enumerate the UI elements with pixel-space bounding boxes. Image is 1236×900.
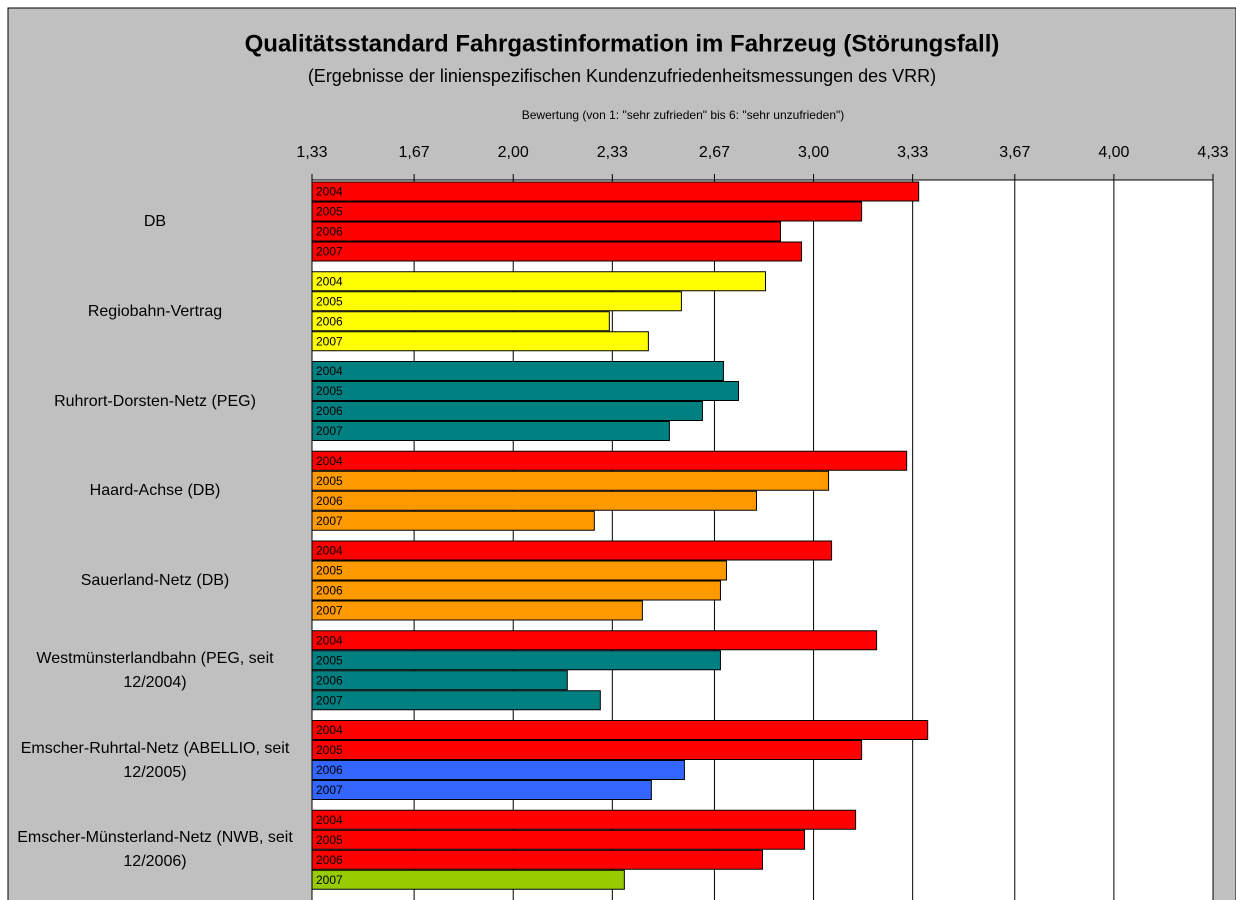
bar-label: 2004	[316, 364, 343, 378]
bar	[311, 421, 670, 441]
bar-label: 2004	[316, 723, 343, 737]
bar	[311, 809, 857, 830]
category-label: Regiobahn-Vertrag	[87, 302, 223, 320]
x-tick-label: 4,33	[1197, 144, 1228, 161]
bar	[311, 510, 595, 531]
chart-title: Qualitätsstandard Fahrgastinformation im…	[245, 30, 1000, 57]
bar	[311, 181, 920, 202]
bar	[311, 740, 863, 760]
category-label: Westmünsterlandbahn (PEG, seit 12/2004)	[36, 649, 274, 691]
bar-label: 2005	[316, 294, 343, 308]
bar	[311, 869, 625, 890]
x-tick-label: 2,33	[597, 144, 628, 161]
bar-label: 2005	[316, 833, 343, 847]
bar	[311, 401, 703, 421]
bar-label: 2005	[316, 564, 343, 578]
bar	[311, 760, 685, 780]
bar-label: 2006	[316, 404, 343, 418]
bar-label: 2007	[316, 693, 343, 707]
bar	[311, 780, 652, 800]
bar-label: 2005	[316, 384, 343, 398]
bar	[311, 690, 601, 711]
bar	[311, 470, 830, 491]
bar	[311, 650, 721, 671]
bar	[311, 600, 643, 621]
category-label: Emscher-Ruhrtal-Netz (ABELLIO, seit 12/2…	[20, 739, 290, 781]
x-tick-label: 3,33	[897, 144, 928, 161]
bar	[311, 201, 863, 222]
bar	[311, 490, 757, 511]
bar	[311, 271, 767, 292]
bar	[311, 241, 803, 262]
bar	[311, 450, 908, 471]
bar	[311, 670, 568, 691]
bar-label: 2005	[316, 653, 343, 667]
chart-subtitle: (Ergebnisse der linienspezifischen Kunde…	[308, 66, 936, 86]
bar-label: 2006	[316, 314, 343, 328]
bar-label: 2004	[316, 185, 343, 199]
category-label: DB	[143, 213, 167, 230]
category-label: Haard-Achse (DB)	[89, 482, 221, 500]
x-tick-label: 2,00	[498, 144, 529, 161]
bar-label: 2006	[316, 673, 343, 687]
bar	[311, 849, 763, 870]
category-label: Ruhrort-Dorsten-Netz (PEG)	[54, 392, 256, 410]
bar-label: 2006	[316, 494, 343, 508]
x-tick-label: 3,67	[999, 144, 1030, 161]
x-tick-label: 1,33	[296, 144, 327, 161]
bar-label: 2007	[316, 245, 343, 259]
bar-label: 2007	[316, 424, 343, 438]
x-tick-label: 4,00	[1098, 144, 1129, 161]
bar	[311, 381, 739, 401]
x-tick-label: 3,00	[798, 144, 829, 161]
bar	[311, 311, 610, 332]
bar-label: 2004	[316, 454, 343, 468]
bar	[311, 331, 649, 352]
bar-label: 2006	[316, 853, 343, 867]
x-tick-label: 2,67	[699, 144, 730, 161]
bar-label: 2007	[316, 514, 343, 528]
bar-label: 2004	[316, 544, 343, 558]
bar-label: 2007	[316, 783, 343, 797]
bar-label: 2007	[316, 334, 343, 348]
bar	[311, 540, 833, 561]
category-label: Sauerland-Netz (DB)	[80, 572, 230, 589]
bar-label: 2007	[316, 873, 343, 887]
bar-label: 2005	[316, 205, 343, 219]
bar	[311, 580, 721, 601]
bar	[311, 361, 724, 381]
bar-label: 2006	[316, 763, 343, 777]
bar-label: 2006	[316, 584, 343, 598]
bar	[311, 720, 929, 740]
x-axis-label: Bewertung (von 1: "sehr zufrieden" bis 6…	[522, 108, 845, 122]
bar-label: 2006	[316, 225, 343, 239]
category-label: Emscher-Münsterland-Netz (NWB, seit 12/2…	[17, 829, 293, 871]
bar	[311, 560, 727, 581]
bar	[311, 829, 806, 850]
bar	[311, 291, 682, 312]
bar-label: 2005	[316, 743, 343, 757]
bar-label: 2004	[316, 813, 343, 827]
x-tick-label: 1,67	[399, 144, 430, 161]
bar-label: 2007	[316, 604, 343, 618]
bar-label: 2005	[316, 474, 343, 488]
bar	[311, 221, 782, 242]
bar	[311, 630, 878, 651]
bar-label: 2004	[316, 633, 343, 647]
bar-label: 2004	[316, 274, 343, 288]
